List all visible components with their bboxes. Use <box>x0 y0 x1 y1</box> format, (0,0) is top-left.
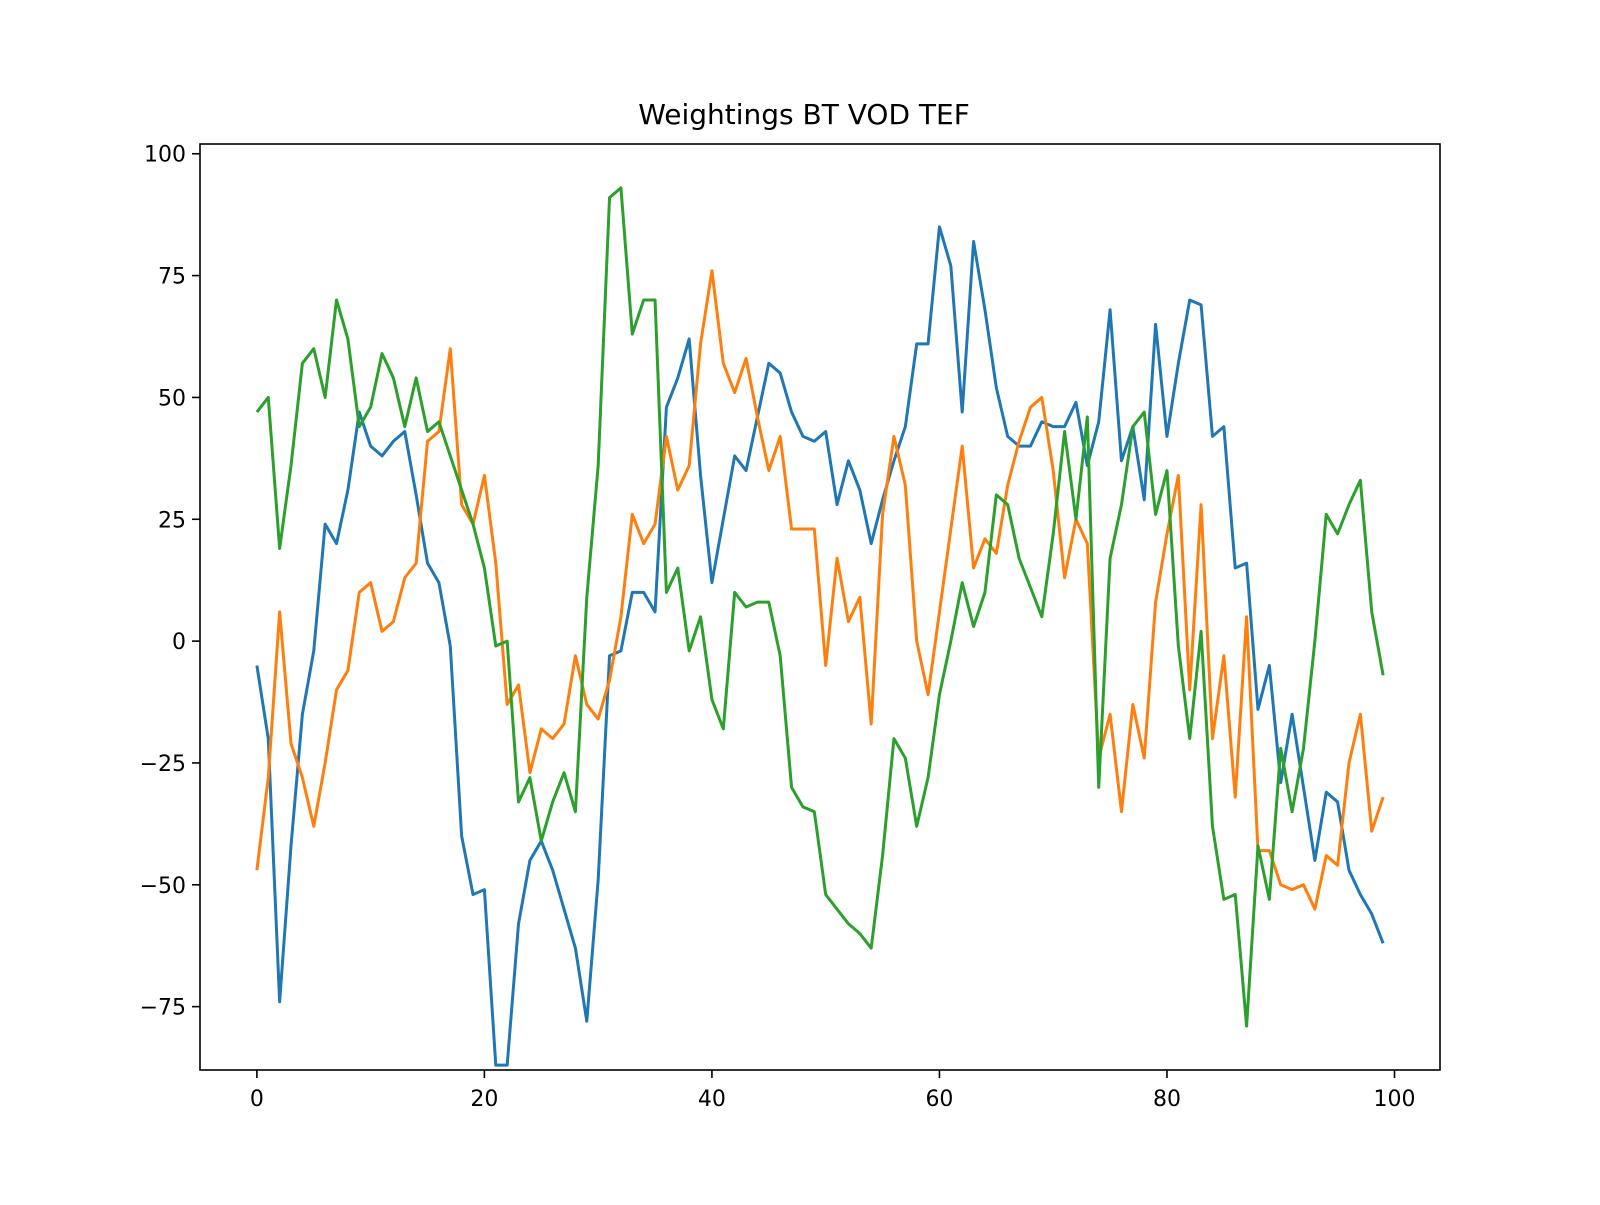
x-axis: 0 20 40 60 80 100 <box>250 1070 1415 1112</box>
series-1 <box>255 225 1385 1067</box>
series-layer <box>255 186 1385 1067</box>
chart-title: Weightings BT VOD TEF <box>638 98 970 131</box>
y-tick-label: 50 <box>158 386 186 411</box>
x-tick-label: 100 <box>1373 1087 1415 1112</box>
y-tick-label: −25 <box>140 752 186 777</box>
x-tick-label: 80 <box>1153 1087 1181 1112</box>
x-tick-label: 40 <box>698 1087 726 1112</box>
series-2-line <box>255 269 1385 911</box>
y-axis: 100 75 50 25 0 −25 −50 −75 <box>140 143 200 1021</box>
y-tick-label: 0 <box>172 630 186 655</box>
series-3 <box>255 186 1385 1028</box>
series-1-line <box>255 225 1385 1067</box>
y-tick-label: 25 <box>158 508 186 533</box>
y-tick-label: 100 <box>144 143 186 168</box>
axes-frame <box>199 143 1441 1071</box>
series-3-line <box>255 186 1385 1028</box>
y-tick-label: −50 <box>140 874 186 899</box>
x-tick-label: 0 <box>250 1087 264 1112</box>
x-tick-label: 20 <box>470 1087 498 1112</box>
series-2 <box>255 269 1385 911</box>
y-tick-label: 75 <box>158 265 186 290</box>
y-tick-label: −75 <box>140 996 186 1021</box>
x-tick-label: 60 <box>925 1087 953 1112</box>
